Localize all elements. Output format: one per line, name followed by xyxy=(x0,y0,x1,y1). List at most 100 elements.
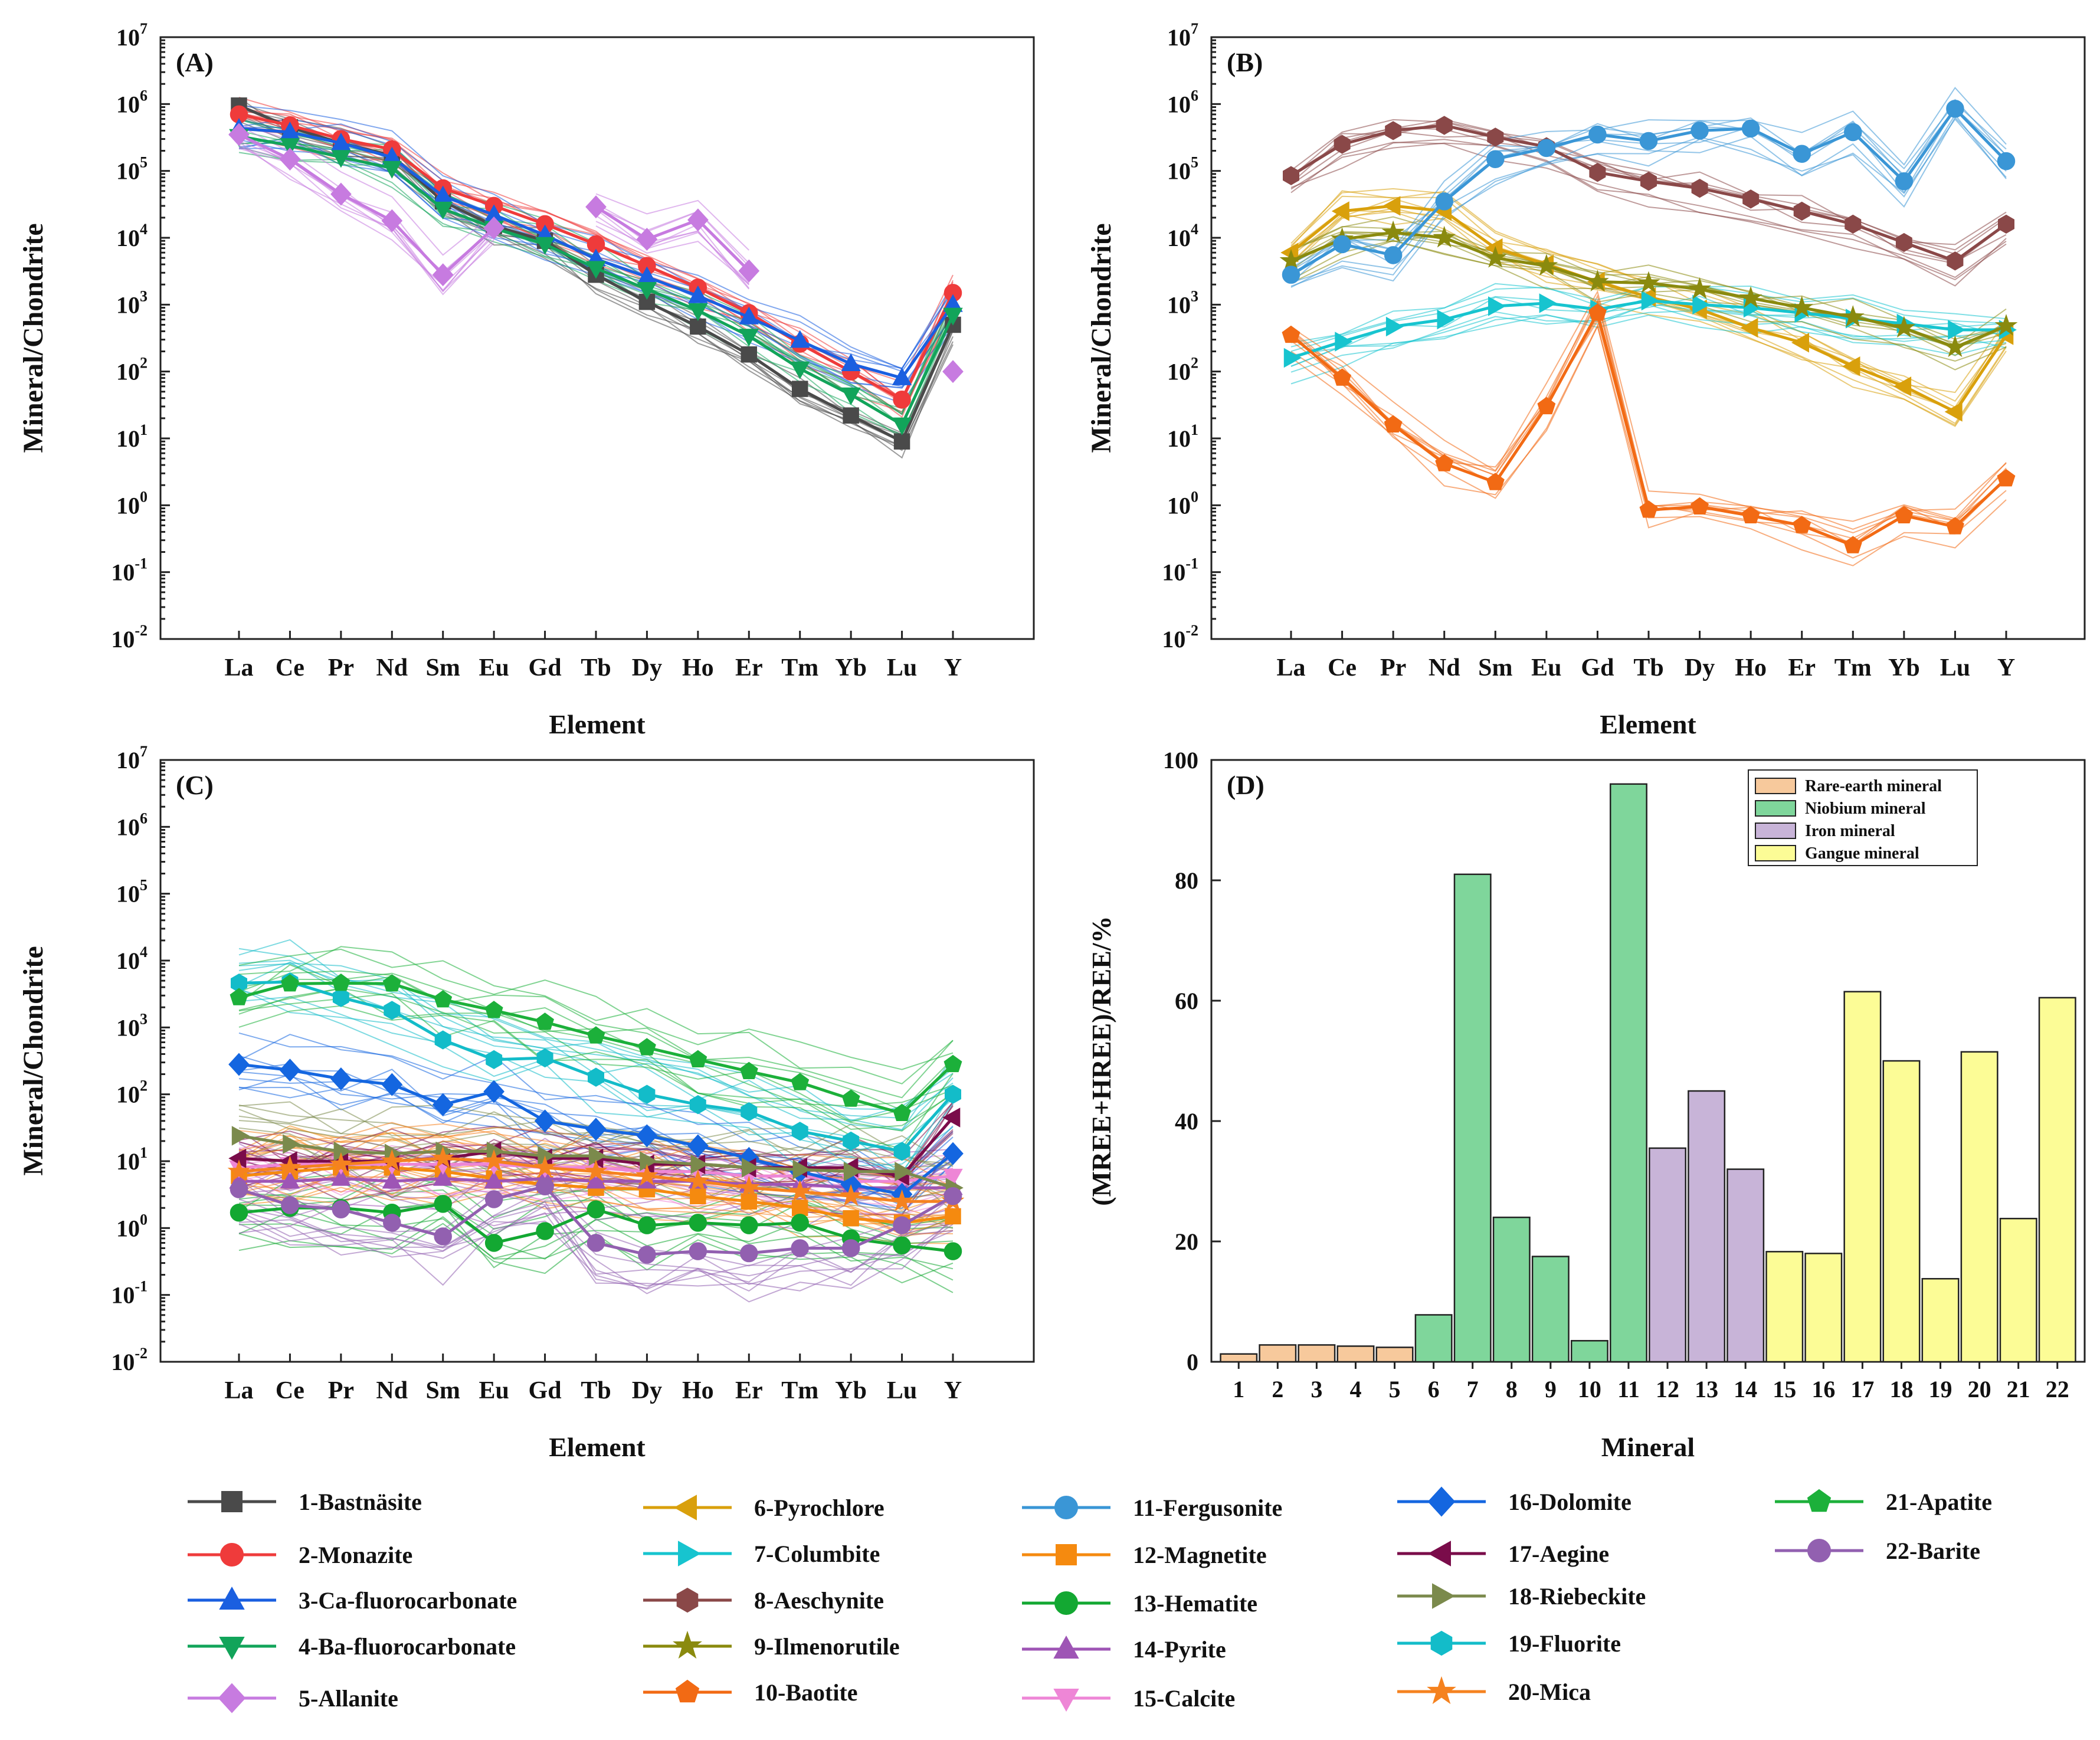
legend-swatch xyxy=(1755,800,1796,817)
sample-line-22 xyxy=(238,1198,954,1292)
data-point-19 xyxy=(486,1050,503,1070)
x-tick-label: Sm xyxy=(426,1377,460,1404)
data-point-10 xyxy=(1691,497,1709,515)
legend-item-14: 14-Pyrite xyxy=(1022,1635,1226,1663)
data-point-22 xyxy=(434,1227,452,1246)
x-tick-label: Yb xyxy=(835,654,867,681)
x-tick-label: 15 xyxy=(1773,1376,1796,1403)
legend-swatch xyxy=(1755,823,1796,839)
x-tick-label: La xyxy=(224,654,253,681)
data-point-13 xyxy=(943,1242,962,1260)
data-point-19 xyxy=(689,1095,706,1115)
data-point-21 xyxy=(434,990,453,1008)
data-point-16 xyxy=(687,1134,709,1158)
bar-4 xyxy=(1336,1345,1375,1363)
x-tick-label: Sm xyxy=(1478,654,1512,681)
x-tick-label: 2 xyxy=(1272,1376,1283,1403)
data-point-4 xyxy=(535,237,555,255)
y-tick-base: 10 xyxy=(111,1349,135,1375)
data-point-11 xyxy=(1384,246,1403,264)
sample-line-21 xyxy=(238,992,954,1150)
legend-label: 18-Riebeckite xyxy=(1508,1583,1646,1610)
x-tick-label: Tb xyxy=(581,654,611,681)
y-tick-label: 102 xyxy=(116,355,148,385)
data-point-16 xyxy=(381,1073,403,1096)
data-point-18 xyxy=(283,1134,301,1154)
x-tick-label: Eu xyxy=(479,1377,509,1404)
y-tick-exponent: 5 xyxy=(1191,154,1198,171)
y-tick-base: 10 xyxy=(1167,492,1191,519)
sample-line-21 xyxy=(238,948,954,1084)
sample-line-15 xyxy=(238,1166,954,1207)
data-point-21 xyxy=(536,1012,554,1030)
data-point-11 xyxy=(1895,172,1914,191)
data-point-13 xyxy=(587,1200,605,1218)
data-point-11 xyxy=(1946,100,1964,118)
data-point-9 xyxy=(1381,220,1405,243)
legend-item-11: 11-Fergusonite xyxy=(1022,1495,1282,1521)
legend-item-22: 22-Barite xyxy=(1775,1538,1980,1564)
data-point-21 xyxy=(943,1054,962,1073)
data-point-16 xyxy=(279,1059,301,1082)
data-point-13 xyxy=(536,1222,554,1240)
x-tick-label: 13 xyxy=(1695,1376,1718,1403)
legend-label: 16-Dolomite xyxy=(1508,1489,1631,1515)
panel-label: (B) xyxy=(1227,47,1263,77)
plot-frame xyxy=(159,759,1035,1363)
data-point-5 xyxy=(381,209,403,232)
x-tick-label: 17 xyxy=(1850,1376,1874,1403)
data-point-22 xyxy=(791,1239,809,1257)
sample-line-22 xyxy=(238,1201,954,1289)
legend-marker xyxy=(221,1491,243,1512)
data-point-4 xyxy=(331,150,351,168)
data-point-4 xyxy=(280,138,300,156)
y-tick-base: 10 xyxy=(1167,359,1191,385)
data-point-8 xyxy=(1691,178,1708,198)
data-point-21 xyxy=(791,1073,810,1090)
legend-item-17: 17-Aegine xyxy=(1397,1541,1609,1567)
legend-marker xyxy=(676,1587,699,1613)
data-point-20 xyxy=(533,1155,556,1178)
legend-label: 3-Ca-fluorocarbonate xyxy=(299,1587,517,1614)
data-point-1 xyxy=(690,318,706,335)
data-point-9 xyxy=(1279,249,1303,271)
bar-7 xyxy=(1453,873,1492,1363)
y-tick-base: 10 xyxy=(1167,425,1191,452)
legend-marker xyxy=(673,1495,697,1521)
y-tick-label: 101 xyxy=(1167,421,1198,452)
data-point-8 xyxy=(1947,251,1964,271)
legend-item-7: 7-Columbite xyxy=(643,1541,880,1567)
y-tick-exponent: 1 xyxy=(140,1144,148,1161)
data-point-1 xyxy=(893,433,910,450)
x-tick-label: Lu xyxy=(1940,654,1970,681)
bar-6 xyxy=(1414,1314,1453,1363)
y-tick-exponent: 4 xyxy=(1191,221,1198,238)
legend-marker xyxy=(218,1683,246,1713)
y-tick-base: 10 xyxy=(116,814,140,840)
data-point-20 xyxy=(737,1175,761,1198)
y-tick-exponent: -1 xyxy=(1185,555,1198,572)
data-point-12 xyxy=(945,1208,961,1225)
data-point-4 xyxy=(790,361,810,379)
data-point-22 xyxy=(893,1216,911,1234)
series-3 xyxy=(229,118,963,385)
data-point-5 xyxy=(636,228,658,251)
data-point-5 xyxy=(942,360,964,384)
data-point-11 xyxy=(1741,119,1760,138)
data-point-8 xyxy=(1742,189,1760,209)
bar-14 xyxy=(1726,1168,1765,1363)
bar-12 xyxy=(1649,1147,1687,1363)
legend-item-4: 4-Ba-fluorocarbonate xyxy=(188,1633,516,1660)
y-tick-exponent: 2 xyxy=(140,1077,148,1095)
legend-label: 4-Ba-fluorocarbonate xyxy=(299,1633,516,1660)
data-point-19 xyxy=(893,1142,910,1161)
data-point-5 xyxy=(738,259,760,283)
data-point-12 xyxy=(690,1188,706,1205)
data-point-4 xyxy=(943,307,963,326)
sample-line-22 xyxy=(238,1205,954,1277)
sample-line-1 xyxy=(238,115,954,459)
sample-line-22 xyxy=(238,1151,954,1230)
y-axis-title: Mineral/Chondrite xyxy=(18,223,49,453)
data-point-21 xyxy=(382,974,401,992)
data-point-19 xyxy=(536,1048,553,1068)
